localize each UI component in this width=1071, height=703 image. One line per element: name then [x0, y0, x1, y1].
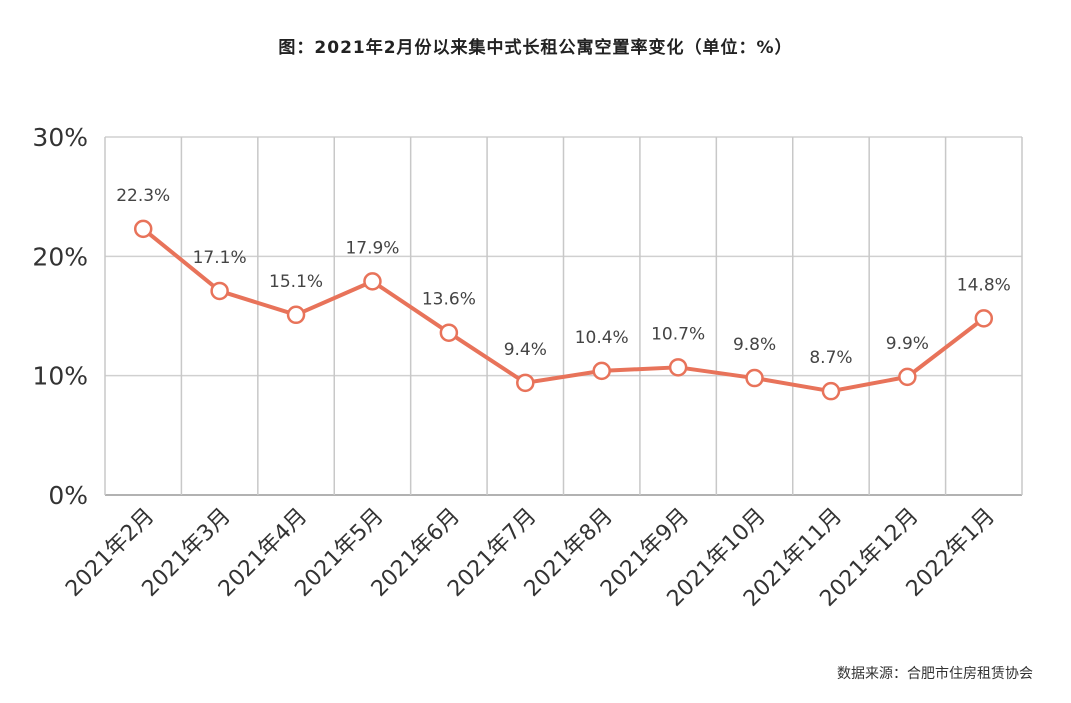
data-point: [668, 358, 688, 377]
data-point: [821, 381, 841, 401]
data-label: 9.9%: [886, 334, 929, 354]
y-tick-label: 20%: [32, 242, 88, 271]
series-line: [141, 227, 986, 394]
data-label: 14.8%: [957, 275, 1011, 295]
y-tick-label: 30%: [32, 123, 88, 152]
data-point: [745, 368, 764, 388]
data-label: 9.8%: [733, 335, 776, 355]
data-point: [439, 323, 459, 342]
data-point: [286, 305, 306, 325]
data-label: 8.7%: [809, 348, 852, 368]
data-point: [974, 309, 994, 328]
data-label: 13.6%: [422, 290, 476, 310]
data-label: 10.7%: [651, 324, 705, 344]
data-label: 10.4%: [575, 328, 629, 348]
y-tick-label: 10%: [32, 362, 88, 391]
data-label: 9.4%: [504, 340, 547, 360]
data-point: [210, 281, 229, 301]
data-point: [592, 361, 611, 381]
data-label: 17.9%: [345, 238, 399, 258]
chart-title: 图：2021年2月份以来集中式长租公寓空置率变化（单位：%）: [278, 38, 793, 58]
y-tick-label: 0%: [48, 481, 88, 510]
data-label: 17.1%: [193, 248, 247, 268]
data-point: [516, 373, 535, 393]
data-source: 数据来源：合肥市住房租赁协会: [837, 666, 1033, 682]
data-point: [363, 272, 382, 291]
data-point: [898, 367, 917, 387]
data-label: 22.3%: [116, 186, 170, 206]
data-label: 15.1%: [269, 272, 323, 292]
data-point: [133, 219, 153, 239]
